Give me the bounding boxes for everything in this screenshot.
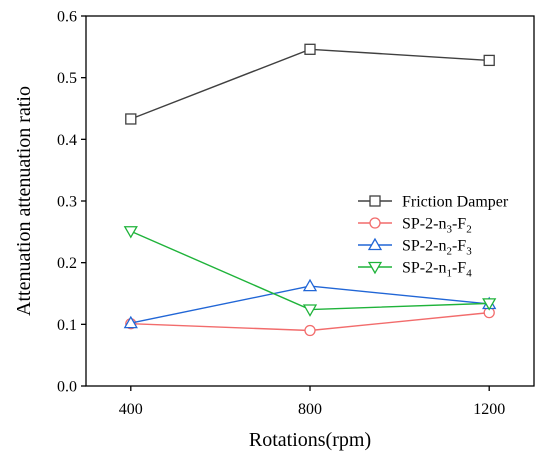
y-axis-title: Attenuation attenuation ratio (13, 86, 35, 316)
series-line-0 (130, 48, 490, 120)
data-point-3-2 (482, 298, 497, 311)
legend-label-2: SP-2-n2-F3 (402, 238, 472, 258)
data-point-3-1 (302, 304, 318, 317)
data-point-0-0 (125, 113, 137, 125)
y-tick-label: 0.5 (57, 70, 77, 87)
y-tick-label: 0.4 (57, 132, 77, 149)
data-point-3-0 (123, 226, 138, 239)
y-tick-label: 0.2 (57, 255, 77, 272)
y-tick-label: 0.1 (57, 317, 77, 334)
y-tick-label: 0.3 (57, 194, 77, 211)
data-point-0-1 (304, 43, 316, 55)
data-point-2-1 (302, 278, 318, 292)
x-tick-label: 1200 (473, 401, 505, 418)
legend-marker-2 (367, 237, 383, 251)
y-tick-label: 0.6 (57, 9, 77, 26)
legend-label-0: Friction Damper (402, 194, 509, 211)
x-axis-title: Rotations(rpm) (249, 429, 371, 451)
data-point-0-2 (483, 54, 495, 67)
legend-label-1: SP-2-n3-F2 (402, 216, 472, 236)
x-tick-label: 400 (119, 401, 143, 418)
legend-marker-0 (369, 195, 381, 207)
legend-marker-1 (369, 217, 381, 229)
data-point-1-1 (304, 324, 316, 337)
legend-marker-3 (367, 261, 383, 275)
legend-label-3: SP-2-n1-F4 (402, 260, 472, 280)
data-point-2-0 (123, 315, 138, 329)
y-tick-label: 0.0 (57, 379, 77, 396)
x-tick-label: 800 (298, 401, 322, 418)
